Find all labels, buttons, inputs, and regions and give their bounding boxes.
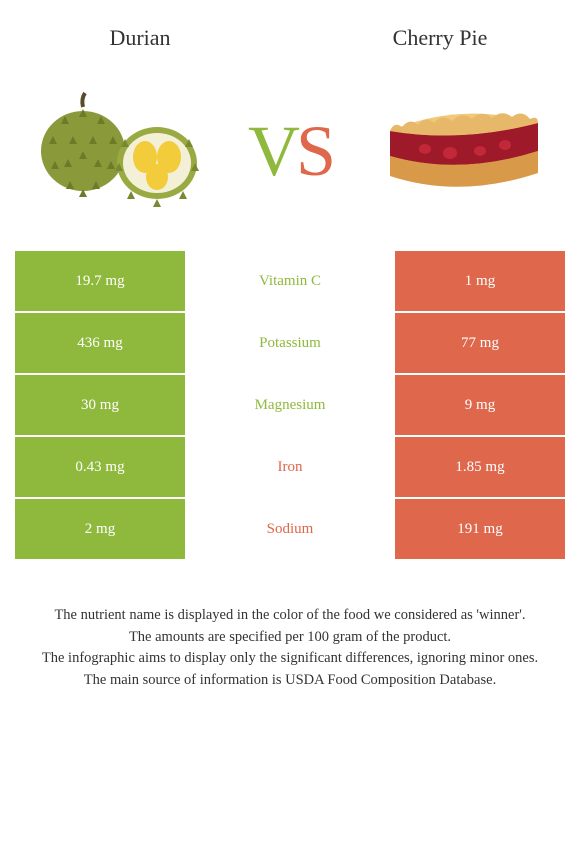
cell-nutrient-label: Vitamin C: [185, 251, 395, 311]
cell-nutrient-label: Iron: [185, 437, 395, 497]
footer-notes: The nutrient name is displayed in the co…: [0, 561, 580, 690]
table-row: 19.7 mgVitamin C1 mg: [15, 251, 565, 311]
cell-nutrient-label: Potassium: [185, 313, 395, 373]
vs-v: V: [248, 111, 296, 191]
cell-nutrient-label: Magnesium: [185, 375, 395, 435]
vs-label: VS: [248, 110, 332, 193]
images-row: VS: [0, 61, 580, 251]
cell-right-value: 9 mg: [395, 375, 565, 435]
cell-left-value: 19.7 mg: [15, 251, 185, 311]
footer-line-1: The nutrient name is displayed in the co…: [20, 606, 560, 626]
cell-right-value: 191 mg: [395, 499, 565, 559]
cell-nutrient-label: Sodium: [185, 499, 395, 559]
durian-image: [30, 76, 210, 226]
header: Durian Cherry Pie: [0, 0, 580, 61]
table-row: 30 mgMagnesium9 mg: [15, 375, 565, 435]
cell-right-value: 1 mg: [395, 251, 565, 311]
table-row: 436 mgPotassium77 mg: [15, 313, 565, 373]
table-row: 0.43 mgIron1.85 mg: [15, 437, 565, 497]
food-right-title: Cherry Pie: [350, 25, 530, 51]
cherry-pie-image: [370, 76, 550, 226]
footer-line-4: The main source of information is USDA F…: [20, 671, 560, 691]
cell-left-value: 2 mg: [15, 499, 185, 559]
cell-left-value: 30 mg: [15, 375, 185, 435]
cell-right-value: 77 mg: [395, 313, 565, 373]
cell-right-value: 1.85 mg: [395, 437, 565, 497]
vs-s: S: [296, 111, 332, 191]
nutrient-table: 19.7 mgVitamin C1 mg436 mgPotassium77 mg…: [0, 251, 580, 559]
food-left-title: Durian: [50, 25, 230, 51]
footer-line-2: The amounts are specified per 100 gram o…: [20, 628, 560, 648]
cell-left-value: 436 mg: [15, 313, 185, 373]
table-row: 2 mgSodium191 mg: [15, 499, 565, 559]
footer-line-3: The infographic aims to display only the…: [20, 649, 560, 669]
cell-left-value: 0.43 mg: [15, 437, 185, 497]
